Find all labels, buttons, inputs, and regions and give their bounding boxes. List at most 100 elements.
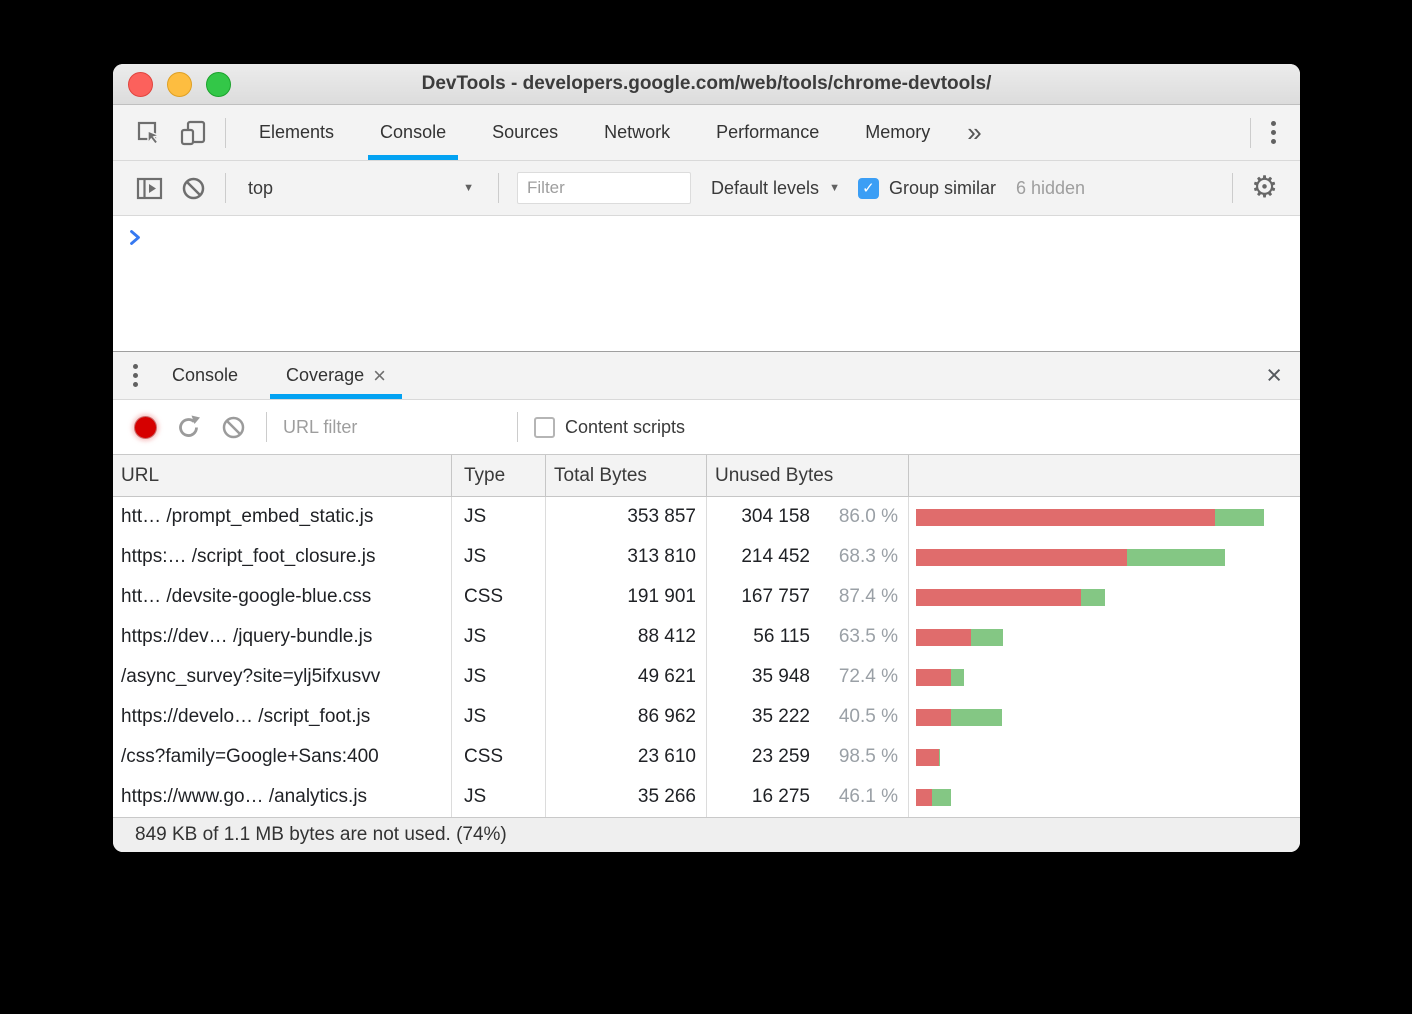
- table-row[interactable]: https://develo… /script_foot.js JS 86 96…: [113, 697, 1300, 737]
- record-coverage-button[interactable]: [134, 415, 157, 439]
- ban-icon: [222, 416, 245, 438]
- close-window-button[interactable]: [128, 71, 153, 97]
- table-row[interactable]: /async_survey?site=ylj5ifxusvv JS 49 621…: [113, 657, 1300, 697]
- unused-bytes-value: 56 115: [753, 626, 810, 647]
- table-row[interactable]: https:… /script_foot_closure.js JS 313 8…: [113, 537, 1300, 577]
- type-cell: JS: [452, 497, 546, 537]
- console-output[interactable]: [113, 216, 1300, 351]
- content-scripts-checkbox[interactable]: [534, 416, 555, 438]
- unused-bar-segment: [916, 508, 1215, 526]
- clear-console-button[interactable]: [172, 175, 215, 202]
- url-filter-input[interactable]: [277, 416, 507, 438]
- drawer-menu-button[interactable]: [123, 364, 148, 387]
- usage-bar-cell: [909, 617, 1300, 657]
- coverage-summary-text: 849 KB of 1.1 MB bytes are not used. (74…: [135, 824, 507, 845]
- used-bar-segment: [939, 748, 940, 766]
- inspect-element-button[interactable]: [127, 105, 171, 160]
- gear-icon: ⚙: [1251, 171, 1278, 204]
- zoom-window-button[interactable]: [206, 71, 231, 97]
- unused-bytes-cell: 23 259 98.5 %: [707, 737, 909, 777]
- close-drawer-button[interactable]: ×: [1266, 360, 1282, 390]
- console-filter-input[interactable]: [517, 172, 691, 204]
- table-row[interactable]: htt… /devsite-google-blue.css CSS 191 90…: [113, 577, 1300, 617]
- type-cell: JS: [452, 537, 546, 577]
- url-cell: /css?family=Google+Sans:400: [113, 737, 452, 777]
- table-row[interactable]: htt… /prompt_embed_static.js JS 353 857 …: [113, 497, 1300, 537]
- reload-icon: [179, 415, 200, 437]
- type-cell: CSS: [452, 737, 546, 777]
- used-bar-segment: [1215, 508, 1264, 526]
- used-bar-segment: [971, 628, 1003, 646]
- usage-bar-cell: [909, 737, 1300, 777]
- usage-bar: [916, 588, 1105, 606]
- coverage-table-body: htt… /prompt_embed_static.js JS 353 857 …: [113, 497, 1300, 817]
- unused-percent: 46.1 %: [838, 786, 898, 807]
- total-bytes-cell: 88 412: [546, 617, 707, 657]
- usage-bar: [916, 508, 1264, 526]
- table-row[interactable]: https://dev… /jquery-bundle.js JS 88 412…: [113, 617, 1300, 657]
- unused-bytes-value: 23 259: [751, 746, 810, 767]
- usage-bar: [916, 548, 1225, 566]
- clear-coverage-button[interactable]: [211, 414, 256, 441]
- column-header-usage-bar[interactable]: [909, 455, 1300, 496]
- unused-bytes-cell: 214 452 68.3 %: [707, 537, 909, 577]
- column-header-type[interactable]: Type: [452, 455, 546, 496]
- device-toolbar-icon: [180, 120, 206, 145]
- table-row[interactable]: /css?family=Google+Sans:400 CSS 23 610 2…: [113, 737, 1300, 777]
- tab-console[interactable]: Console: [368, 105, 459, 160]
- more-tabs-button[interactable]: »: [967, 117, 982, 147]
- url-cell: /async_survey?site=ylj5ifxusvv: [113, 657, 452, 697]
- hidden-count: 6 hidden: [1015, 177, 1086, 198]
- type-cell: JS: [452, 697, 546, 737]
- tab-memory[interactable]: Memory: [865, 122, 931, 142]
- tab-sources[interactable]: Sources: [492, 122, 559, 142]
- drawer-tabs: Console Coverage ×: [148, 352, 410, 399]
- tab-elements[interactable]: Elements: [259, 122, 335, 142]
- chevron-down-icon: ▼: [463, 182, 474, 194]
- unused-bytes-cell: 167 757 87.4 %: [707, 577, 909, 617]
- total-bytes-cell: 191 901: [546, 577, 707, 617]
- usage-bar-cell: [909, 657, 1300, 697]
- console-toolbar: top ▼ Default levels ▼ ✓ Group similar 6…: [113, 161, 1300, 216]
- console-sidebar-toggle-button[interactable]: [127, 175, 172, 202]
- reload-coverage-button[interactable]: [166, 414, 211, 441]
- device-toolbar-button[interactable]: [171, 105, 215, 160]
- main-tabs: Elements Console Sources Network Performance…: [236, 105, 953, 160]
- group-similar-checkbox[interactable]: ✓: [857, 177, 879, 199]
- main-menu-button[interactable]: [1261, 121, 1286, 144]
- ban-icon: [182, 177, 205, 199]
- console-prompt-icon[interactable]: [129, 228, 142, 252]
- url-cell: https:… /script_foot_closure.js: [113, 537, 452, 577]
- minimize-window-button[interactable]: [167, 71, 192, 97]
- column-header-unused[interactable]: Unused Bytes: [707, 455, 909, 496]
- content-scripts-label: Content scripts: [565, 416, 686, 437]
- divider: [266, 412, 267, 442]
- drawer-tab-console[interactable]: Console: [172, 365, 239, 385]
- used-bar-segment: [1127, 548, 1225, 566]
- total-bytes-cell: 23 610: [546, 737, 707, 777]
- tab-performance[interactable]: Performance: [716, 122, 820, 142]
- execution-context-selector[interactable]: top ▼: [236, 178, 488, 199]
- url-cell: https://dev… /jquery-bundle.js: [113, 617, 452, 657]
- total-bytes-cell: 86 962: [546, 697, 707, 737]
- table-row[interactable]: https://www.go… /analytics.js JS 35 266 …: [113, 777, 1300, 817]
- total-bytes-cell: 313 810: [546, 537, 707, 577]
- usage-bar: [916, 668, 964, 686]
- drawer-tab-coverage[interactable]: Coverage ×: [270, 352, 402, 399]
- url-cell: https://develo… /script_foot.js: [113, 697, 452, 737]
- group-similar-label: Group similar: [888, 177, 996, 198]
- close-tab-icon[interactable]: ×: [373, 362, 386, 388]
- unused-bytes-value: 167 757: [741, 586, 810, 607]
- log-levels-dropdown[interactable]: Default levels ▼: [699, 178, 852, 199]
- tab-network[interactable]: Network: [604, 122, 671, 142]
- column-header-url[interactable]: URL: [113, 455, 452, 496]
- unused-bytes-cell: 16 275 46.1 %: [707, 777, 909, 817]
- usage-bar: [916, 708, 1002, 726]
- usage-bar-cell: [909, 697, 1300, 737]
- column-header-total[interactable]: Total Bytes: [546, 455, 707, 496]
- console-settings-button[interactable]: ⚙: [1243, 173, 1286, 203]
- unused-percent: 86.0 %: [838, 506, 898, 527]
- divider: [1232, 173, 1234, 203]
- chevron-down-icon: ▼: [829, 182, 840, 194]
- divider: [517, 412, 518, 442]
